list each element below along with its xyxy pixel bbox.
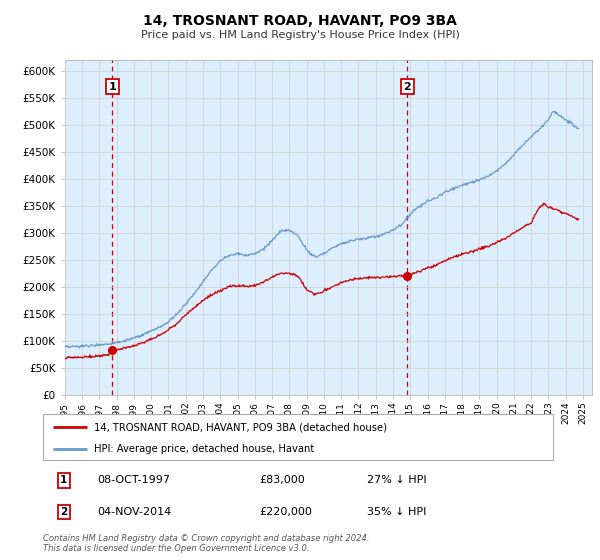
Text: £220,000: £220,000 (259, 507, 312, 517)
Text: 27% ↓ HPI: 27% ↓ HPI (367, 475, 427, 486)
Text: £83,000: £83,000 (259, 475, 305, 486)
Text: 1: 1 (60, 475, 67, 486)
FancyBboxPatch shape (43, 414, 553, 460)
Text: 2: 2 (403, 82, 411, 92)
Text: HPI: Average price, detached house, Havant: HPI: Average price, detached house, Hava… (94, 444, 314, 454)
Text: 35% ↓ HPI: 35% ↓ HPI (367, 507, 427, 517)
Text: 08-OCT-1997: 08-OCT-1997 (97, 475, 170, 486)
Text: 1: 1 (109, 82, 116, 92)
Text: Contains HM Land Registry data © Crown copyright and database right 2024.
This d: Contains HM Land Registry data © Crown c… (43, 534, 370, 553)
Text: 04-NOV-2014: 04-NOV-2014 (97, 507, 172, 517)
Text: 2: 2 (60, 507, 67, 517)
Text: Price paid vs. HM Land Registry's House Price Index (HPI): Price paid vs. HM Land Registry's House … (140, 30, 460, 40)
Text: 14, TROSNANT ROAD, HAVANT, PO9 3BA: 14, TROSNANT ROAD, HAVANT, PO9 3BA (143, 14, 457, 28)
Text: 14, TROSNANT ROAD, HAVANT, PO9 3BA (detached house): 14, TROSNANT ROAD, HAVANT, PO9 3BA (deta… (94, 422, 387, 432)
